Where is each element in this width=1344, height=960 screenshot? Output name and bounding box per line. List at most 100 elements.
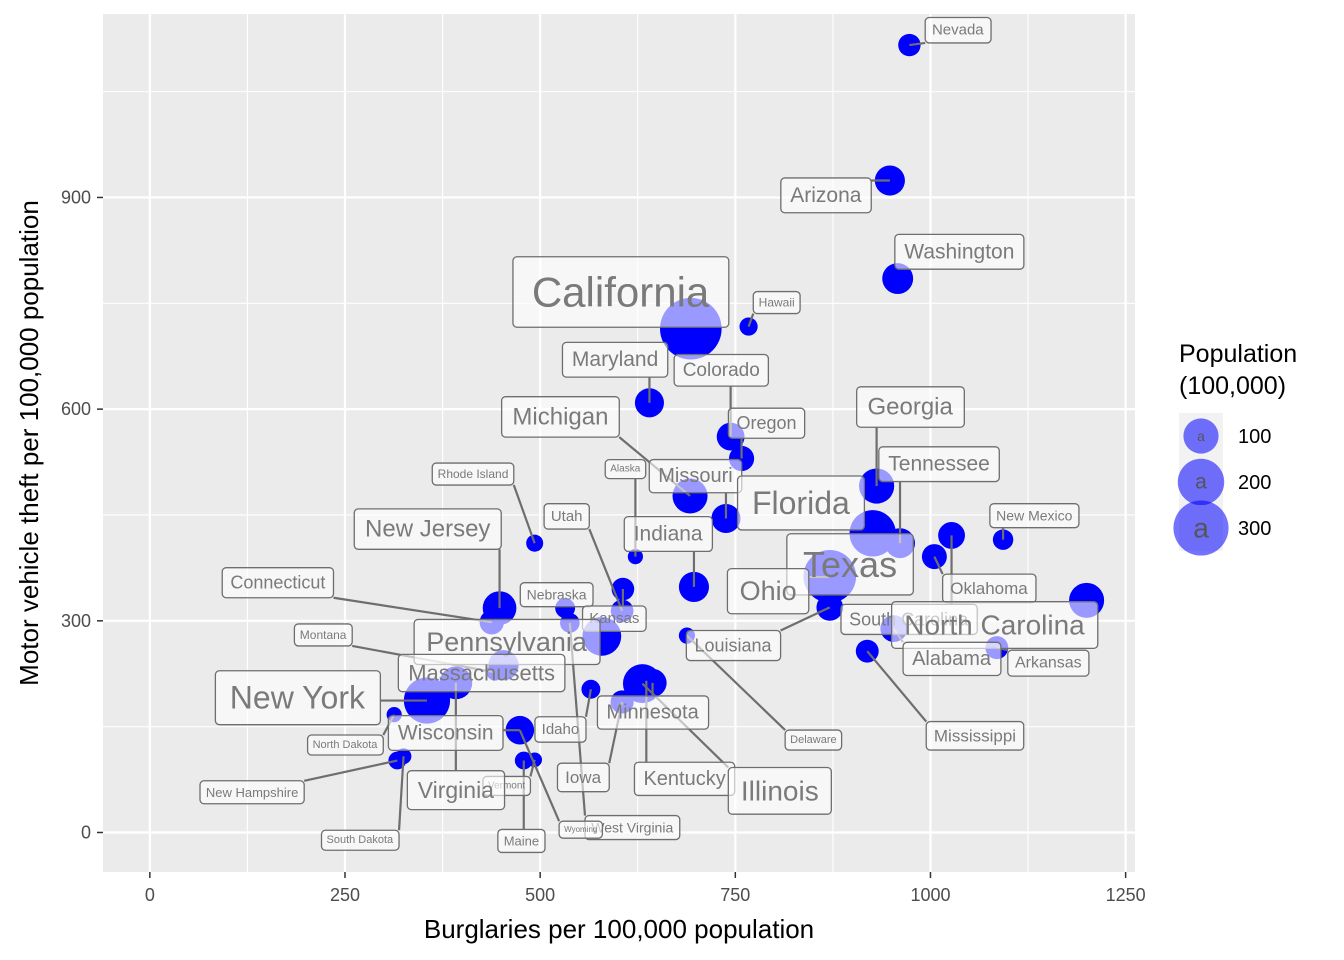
label-box: [543, 503, 590, 530]
label-text: Arkansas: [1015, 655, 1082, 672]
label-text: Minnesota: [606, 702, 699, 724]
label-box: [925, 720, 1025, 751]
label-georgia: Georgia: [856, 386, 965, 428]
leader-line: [303, 759, 398, 782]
label-box: [353, 508, 502, 550]
label-box: [221, 567, 335, 599]
label-montana: Montana: [293, 623, 353, 647]
label-text: West Virginia: [591, 820, 673, 836]
label-colorado: Colorado: [673, 353, 770, 387]
x-tick-label: 0: [145, 885, 155, 905]
label-box: [736, 475, 866, 531]
label-text: Louisiana: [694, 636, 772, 656]
legend-title-line2: (100,000): [1179, 372, 1286, 400]
point-washington: [882, 263, 914, 295]
y-axis-title: Motor vehicle theft per 100,000 populati…: [14, 200, 44, 686]
label-north-carolina: North Carolina: [890, 601, 1099, 650]
label-text: Kentucky: [643, 768, 725, 790]
label-text: Washington: [904, 240, 1014, 263]
label-box: [387, 714, 504, 752]
label-text: New York: [230, 680, 366, 716]
label-box: [752, 290, 801, 315]
label-box: [320, 829, 400, 851]
label-text: Tennessee: [888, 453, 990, 476]
label-box: [726, 567, 810, 615]
label-text: North Dakota: [313, 739, 379, 751]
label-pennsylvania: Pennsylvania: [413, 618, 601, 666]
leader-line: [397, 756, 405, 831]
label-box: [902, 641, 1002, 677]
label-box: [561, 341, 669, 378]
label-text: Indiana: [634, 523, 703, 546]
label-minnesota: Minnesota: [596, 695, 710, 730]
x-tick-label: 250: [330, 885, 360, 905]
label-text: Maryland: [572, 348, 658, 371]
label-idaho: Idaho: [534, 716, 587, 743]
label-box: [534, 716, 587, 743]
label-text: Pennsylvania: [426, 627, 588, 657]
label-text: Idaho: [542, 721, 580, 738]
label-text: New Mexico: [996, 508, 1072, 524]
label-maryland: Maryland: [561, 341, 669, 378]
legend-key-label: 100: [1238, 426, 1271, 448]
label-box: [673, 353, 770, 387]
label-text: New Jersey: [365, 516, 490, 543]
legend-key-point: [1183, 418, 1219, 454]
label-utah: Utah: [543, 503, 590, 530]
label-box: [685, 629, 782, 662]
label-text: Montana: [300, 628, 347, 642]
label-box: [497, 828, 546, 854]
label-box: [596, 695, 710, 730]
x-tick-label: 1000: [910, 885, 950, 905]
legend-key-label: 200: [1238, 472, 1271, 494]
y-tick-label: 0: [81, 822, 91, 842]
legend-key-point: [1177, 458, 1225, 506]
label-box: [878, 446, 1000, 483]
label-text: Georgia: [867, 394, 953, 421]
label-box: [623, 515, 714, 553]
label-text: Connecticut: [230, 573, 325, 593]
label-alabama: Alabama: [902, 641, 1002, 677]
leader-line: [933, 556, 944, 575]
label-indiana: Indiana: [623, 515, 714, 553]
label-maine: Maine: [497, 828, 546, 854]
label-box: [556, 762, 610, 793]
label-louisiana: Louisiana: [685, 629, 782, 662]
label-text: Iowa: [565, 768, 601, 787]
label-delaware: Delaware: [784, 729, 843, 751]
label-washington: Washington: [894, 233, 1025, 270]
label-new-hampshire: New Hampshire: [199, 780, 305, 805]
label-box: [856, 386, 965, 428]
label-box: [727, 407, 806, 439]
point-louisiana: [816, 594, 844, 621]
label-wyoming: Wyoming: [558, 820, 604, 839]
x-axis-title: Burglaries per 100,000 population: [424, 914, 814, 944]
label-michigan: Michigan: [500, 396, 620, 438]
leader-line: [584, 689, 592, 717]
label-nevada: Nevada: [924, 16, 992, 44]
point-labels: Nevada Arizona Washington California Hawaii M…: [199, 16, 1099, 854]
label-box: [604, 458, 647, 480]
leader-line: [588, 528, 624, 612]
x-tick-label: 500: [525, 885, 555, 905]
label-text: Arizona: [790, 184, 862, 207]
label-text: Massachusetts: [408, 661, 555, 686]
label-box: [214, 670, 382, 726]
label-text: Michigan: [512, 403, 608, 430]
legend-key-label: 300: [1238, 518, 1271, 540]
label-text: South Dakota: [327, 834, 395, 846]
label-text: Vermont: [488, 780, 525, 791]
label-text: Kansas: [589, 610, 639, 627]
x-tick-label: 750: [720, 885, 750, 905]
label-text: Nevada: [932, 22, 984, 39]
legend-key-100: a 100: [1179, 413, 1271, 459]
label-mississippi: Mississippi: [925, 720, 1025, 751]
label-kentucky: Kentucky: [633, 761, 736, 797]
legend-keys: a 100 a 200 a 300: [1173, 413, 1271, 556]
label-connecticut: Connecticut: [221, 567, 335, 599]
label-text: Colorado: [683, 360, 760, 381]
grid-lines: [103, 14, 1135, 872]
leader-line: [909, 41, 926, 47]
axis-ticks: 0 250 500 750 1000 1250 0 300 600 900: [61, 187, 1146, 905]
